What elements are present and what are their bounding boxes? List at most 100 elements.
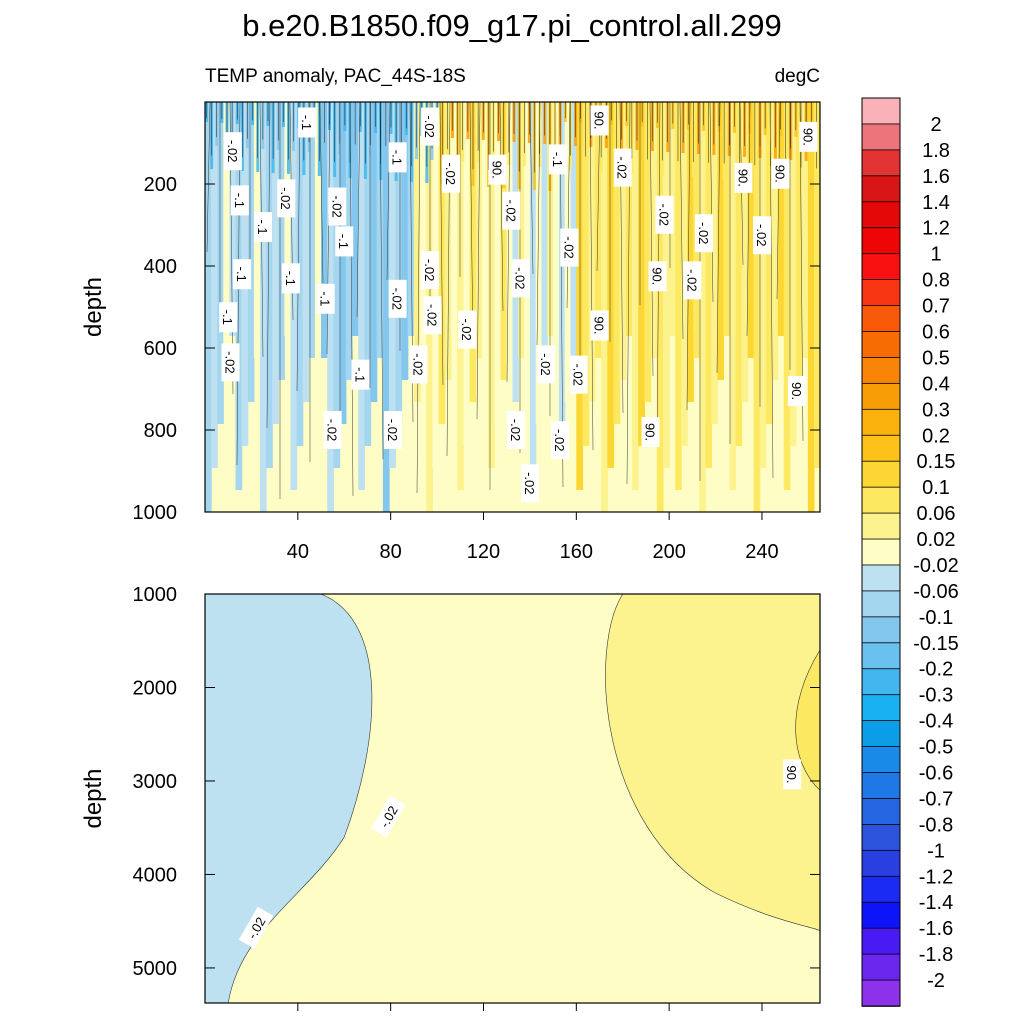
- contour-band: [333, 102, 341, 468]
- contour-band: [481, 102, 489, 512]
- svg-text:-.02: -.02: [522, 472, 537, 494]
- contour-band: [547, 102, 554, 336]
- colorbar-label: -1: [927, 840, 945, 862]
- contour-label: -.02: [502, 191, 521, 230]
- contour-label: -.1: [233, 259, 252, 290]
- contour-line: [349, 102, 354, 497]
- chart-title: b.e20.B1850.f09_g17.pi_control.all.299: [242, 8, 782, 43]
- contour-band: [558, 102, 566, 446]
- x-tick-label: 80: [380, 541, 402, 563]
- contour-band: [753, 102, 761, 512]
- colorbar-swatch: [861, 849, 901, 878]
- contour-line: [769, 102, 774, 479]
- contour-band: [747, 102, 755, 358]
- svg-text:90.: 90.: [650, 267, 665, 285]
- contour-label: 90.: [734, 162, 753, 193]
- contour-band: [765, 102, 773, 424]
- svg-text:-.02: -.02: [508, 419, 523, 441]
- contour-band: [296, 102, 304, 446]
- contour-label: -.02: [277, 179, 296, 218]
- contour-line: [379, 102, 384, 460]
- contour-band: [644, 102, 652, 402]
- colorbar-swatch: [861, 227, 901, 255]
- contour-line: [506, 102, 511, 383]
- y-tick-label: 200: [144, 174, 177, 196]
- svg-text:-.1: -.1: [283, 271, 298, 286]
- colorbar-label: -1.6: [919, 918, 953, 940]
- contour-label: -.02: [551, 421, 570, 460]
- colorbar-swatch: [861, 875, 901, 904]
- contour-band: [488, 102, 495, 468]
- colorbar-label: 0.4: [922, 373, 950, 395]
- svg-text:90.: 90.: [489, 161, 504, 179]
- contour-region-warm: [605, 594, 820, 931]
- contour-label: -.1: [335, 226, 354, 257]
- colorbar-swatch: [861, 97, 901, 125]
- colorbar-label: -0.7: [919, 788, 953, 810]
- contour-band: [650, 102, 658, 358]
- colorbar-swatch: [861, 720, 901, 748]
- colorbar-label: 1: [930, 244, 941, 266]
- svg-text:-.02: -.02: [657, 204, 672, 226]
- x-tick-label: 200: [652, 541, 685, 563]
- contour-band: [594, 102, 602, 358]
- colorbar-label: 0.02: [917, 529, 956, 551]
- contour-label: -.02: [694, 214, 713, 253]
- contour-band: [807, 102, 815, 512]
- svg-text:-.02: -.02: [325, 419, 340, 441]
- contour-band: [814, 102, 820, 468]
- svg-text:-.02: -.02: [684, 269, 699, 291]
- svg-text:-.02: -.02: [561, 236, 576, 258]
- contour-line: [356, 102, 361, 318]
- svg-text:-.02: -.02: [385, 419, 400, 441]
- colorbar-swatch: [861, 512, 901, 540]
- contour-label: -.02: [655, 195, 674, 234]
- contour-band: [699, 102, 706, 512]
- colorbar-swatch: [861, 305, 901, 333]
- contour-line: [709, 102, 714, 303]
- contour-band: [529, 102, 537, 468]
- colorbar-swatch: [861, 486, 901, 514]
- contour-band: [370, 102, 378, 402]
- contour-band: [619, 102, 627, 380]
- colorbar-label: 0.15: [917, 451, 956, 473]
- contour-band: [266, 102, 273, 468]
- contour-band: [607, 102, 615, 468]
- colorbar-label: -0.15: [913, 633, 959, 655]
- contour-line: [266, 102, 271, 429]
- svg-text:-.1: -.1: [390, 150, 405, 165]
- contour-line: [296, 102, 301, 392]
- contour-label: -.02: [458, 310, 477, 349]
- contour-label: -.02: [520, 464, 539, 503]
- contour-label: -.02: [506, 411, 525, 449]
- contour-band: [588, 102, 596, 402]
- y-tick-label: 3000: [133, 771, 178, 793]
- contour-label: 90.: [590, 105, 609, 136]
- contour-band: [632, 102, 639, 490]
- contour-label: 90.: [787, 376, 806, 407]
- svg-text:-.1: -.1: [220, 310, 235, 325]
- colorbar-swatch: [861, 616, 901, 644]
- svg-text:-.02: -.02: [225, 140, 240, 162]
- contour-line: [319, 102, 324, 284]
- y-tick-label: 800: [144, 420, 177, 442]
- colorbar-label: -1.8: [919, 944, 953, 966]
- colorbar-swatch: [861, 953, 901, 981]
- svg-text:-.1: -.1: [234, 267, 249, 282]
- svg-text:90.: 90.: [789, 382, 804, 400]
- contour-label: -.02: [328, 187, 347, 226]
- svg-text:-.02: -.02: [513, 267, 528, 289]
- svg-text:90.: 90.: [643, 423, 658, 441]
- y-tick-label: 400: [144, 256, 177, 278]
- contour-band: [535, 102, 543, 424]
- colorbar-label: -0.5: [919, 737, 953, 759]
- contour-label: -.02: [421, 107, 440, 146]
- contour-band: [217, 102, 224, 424]
- contour-band: [463, 102, 471, 446]
- svg-text:90.: 90.: [773, 165, 788, 183]
- contour-label: -.02: [683, 261, 702, 300]
- contour-band: [451, 102, 458, 336]
- contour-band: [789, 102, 797, 446]
- contour-label: -.1: [230, 185, 249, 216]
